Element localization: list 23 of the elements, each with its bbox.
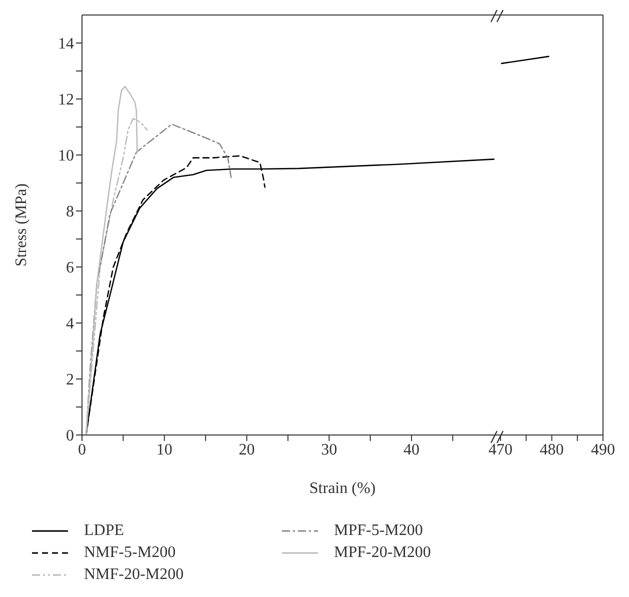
y-tick-label: 8	[66, 204, 74, 221]
x-tick-label: 470	[488, 441, 513, 458]
x-tick-label: 0	[78, 441, 86, 458]
legend-label: MPF-5-M200	[334, 522, 423, 540]
y-tick-label: 6	[66, 260, 74, 277]
x-axis-title: Strain (%)	[308, 480, 377, 498]
y-axis-title: Stress (MPa)	[13, 183, 31, 267]
x-tick-label: 20	[238, 441, 255, 458]
x-tick-label: 30	[321, 441, 338, 458]
x-tick-label: 40	[404, 441, 420, 458]
legend-label: MPF-20-M200	[334, 544, 431, 562]
y-tick-label: 4	[66, 316, 74, 333]
x-tick-label: 480	[540, 441, 564, 458]
x-tick-label: 490	[591, 441, 615, 458]
y-tick-label: 12	[58, 92, 74, 109]
legend-label: NMF-5-M200	[84, 544, 176, 562]
y-tick-label: 0	[66, 428, 74, 445]
y-tick-label: 10	[58, 148, 74, 165]
legend-label: NMF-20-M200	[84, 566, 184, 584]
y-tick-label: 14	[58, 36, 74, 53]
legend-label: LDPE	[84, 522, 124, 540]
x-tick-label: 10	[156, 441, 172, 458]
y-tick-label: 2	[66, 372, 74, 389]
